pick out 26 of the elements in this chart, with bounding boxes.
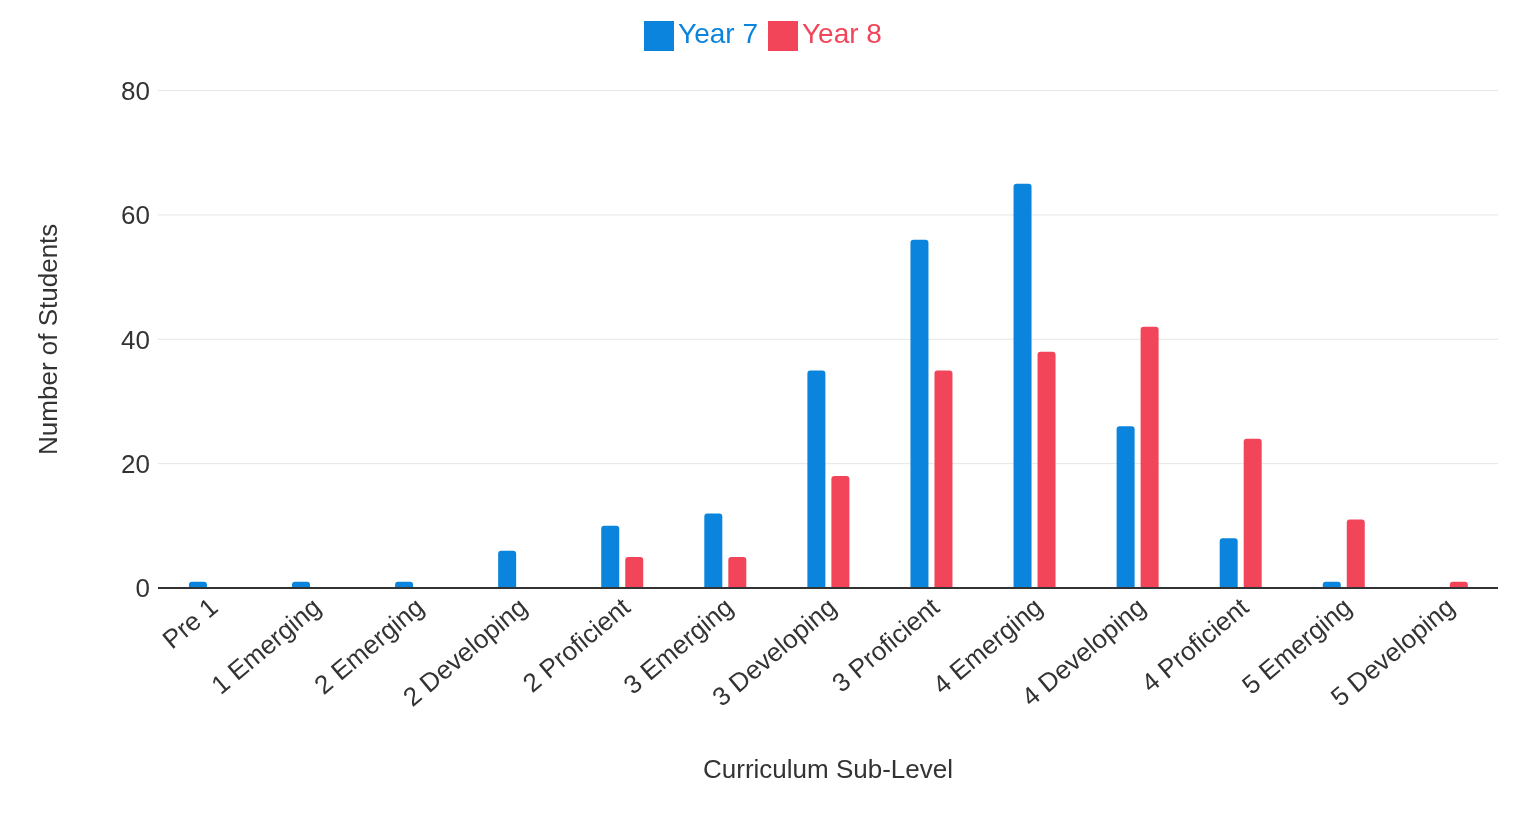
bar [1140, 326, 1159, 588]
bar [1346, 519, 1365, 588]
y-tick-label: 20 [121, 448, 150, 479]
y-tick-label: 80 [121, 75, 150, 106]
bar [728, 556, 747, 588]
y-axis-title: Number of Students [33, 223, 64, 455]
bar [1116, 426, 1135, 588]
bar [1243, 438, 1262, 588]
x-axis-title: Curriculum Sub-Level [703, 754, 953, 784]
bar [1013, 183, 1032, 588]
bar [704, 513, 723, 588]
y-tick-label: 60 [121, 200, 150, 231]
bar [934, 370, 953, 588]
y-tick-label: 40 [121, 324, 150, 355]
legend-label: Year 8 [802, 18, 882, 49]
legend-label: Year 7 [678, 18, 758, 49]
bar [498, 550, 517, 588]
x-tick-label: Pre 1 [156, 591, 224, 655]
bar [601, 525, 620, 588]
bar [625, 556, 644, 588]
bar [1219, 538, 1238, 588]
y-tick-label: 0 [135, 573, 150, 604]
bar [807, 370, 826, 588]
bar [831, 476, 850, 588]
bar [910, 239, 929, 588]
bar [1037, 351, 1056, 588]
